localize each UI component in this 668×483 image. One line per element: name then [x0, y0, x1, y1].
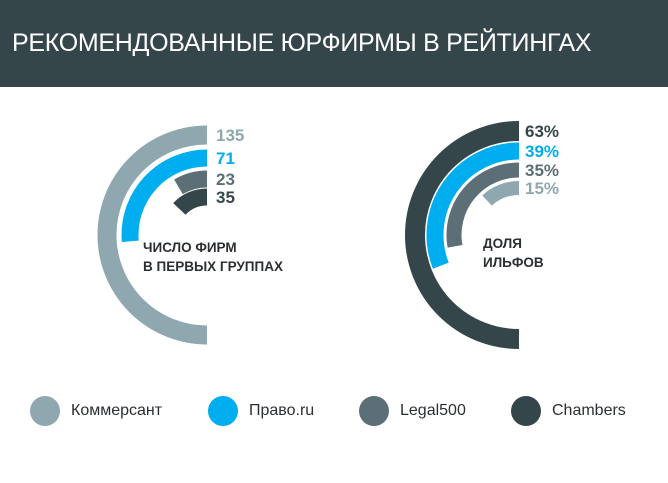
legend: Коммерсант Право.ru Legal500 Chambers — [30, 396, 650, 426]
legend-dot-chambers — [511, 396, 541, 426]
value-label-0-2: 23 — [216, 170, 235, 189]
arc-1-0 — [405, 121, 520, 349]
legend-item-pravo: Право.ru — [208, 396, 314, 426]
value-label-0-3: 35 — [216, 188, 235, 207]
page-title: РЕКОМЕНДОВАННЫЕ ЮРФИРМЫ В РЕЙТИНГАХ — [12, 29, 592, 57]
arc-0-0 — [97, 125, 208, 345]
value-label-1-3: 15% — [525, 179, 559, 198]
chart-firms-label: ЧИСЛО ФИРМ В ПЕРВЫХ ГРУППАХ — [143, 238, 283, 276]
chart-firms-label-line1: ЧИСЛО ФИРМ — [143, 240, 237, 255]
legend-label-legal500: Legal500 — [400, 402, 466, 419]
arc-1-1 — [426, 142, 520, 269]
arc-0-1 — [121, 149, 208, 242]
legend-label-pravo: Право.ru — [249, 402, 315, 419]
legend-item-legal500: Legal500 — [359, 396, 466, 426]
chart-share: 63%39%35%15% — [405, 121, 559, 349]
arc-1-2 — [446, 162, 520, 248]
value-label-0-0: 135 — [216, 126, 244, 145]
arc-0-2 — [174, 170, 208, 195]
legend-dot-kommersant — [30, 396, 60, 426]
arc-1-3 — [482, 181, 520, 206]
header-bar: РЕКОМЕНДОВАННЫЕ ЮРФИРМЫ В РЕЙТИНГАХ — [0, 0, 668, 87]
legend-dot-legal500 — [359, 396, 389, 426]
chart-share-label-line2: ИЛЬФОВ — [483, 255, 544, 270]
legend-dot-pravo — [208, 396, 238, 426]
value-label-1-1: 39% — [525, 142, 559, 161]
legend-item-chambers: Chambers — [511, 396, 626, 426]
value-label-1-0: 63% — [525, 122, 559, 141]
chart-share-label: ДОЛЯ ИЛЬФОВ — [483, 234, 544, 272]
chart-firms-label-line2: В ПЕРВЫХ ГРУППАХ — [143, 259, 283, 274]
arc-0-3 — [173, 188, 208, 216]
value-label-1-2: 35% — [525, 161, 559, 180]
legend-label-chambers: Chambers — [552, 402, 626, 419]
legend-label-kommersant: Коммерсант — [71, 402, 163, 419]
value-label-0-1: 71 — [216, 149, 235, 168]
chart-share-label-line1: ДОЛЯ — [483, 236, 522, 251]
legend-item-kommersant: Коммерсант — [30, 396, 162, 426]
